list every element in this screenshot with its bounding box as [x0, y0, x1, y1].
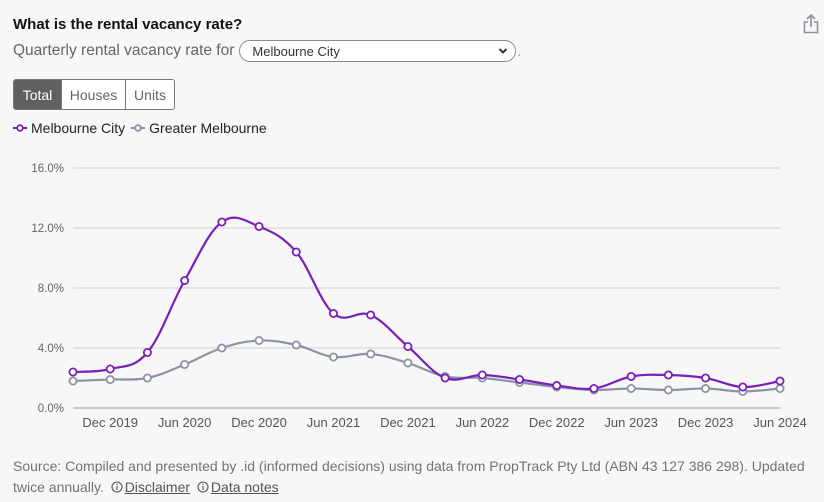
area-select[interactable]: Melbourne City	[239, 40, 517, 62]
data-point-melbourne-city	[328, 308, 338, 318]
toggle-houses[interactable]: Houses	[61, 80, 125, 109]
info-icon	[197, 481, 209, 493]
x-tick-label: Dec 2020	[231, 415, 287, 430]
data-point-greater-melbourne	[626, 383, 636, 393]
data-point-melbourne-city	[626, 371, 636, 381]
x-tick-label: Dec 2022	[529, 415, 585, 430]
data-point-melbourne-city	[291, 247, 301, 257]
legend-marker-icon	[13, 124, 27, 132]
data-point-melbourne-city	[105, 364, 115, 374]
data-point-greater-melbourne	[291, 340, 301, 350]
share-icon[interactable]	[803, 14, 819, 34]
series-line-melbourne-city	[72, 216, 781, 391]
dwelling-type-toggle: Total Houses Units	[13, 79, 175, 110]
y-tick-label: 0.0%	[38, 403, 64, 415]
x-tick-label: Jun 2020	[158, 415, 212, 430]
data-point-melbourne-city	[589, 383, 599, 393]
y-tick-label: 4.0%	[38, 343, 64, 355]
data-point-melbourne-city	[180, 276, 190, 286]
x-tick-label: Dec 2019	[82, 415, 138, 430]
data-point-melbourne-city	[68, 367, 78, 377]
legend-label: Greater Melbourne	[149, 120, 267, 136]
data-point-greater-melbourne	[142, 373, 152, 383]
data-point-melbourne-city	[515, 374, 525, 384]
chart-legend: Melbourne City Greater Melbourne	[13, 120, 273, 136]
area-select-value: Melbourne City	[252, 43, 340, 59]
data-point-melbourne-city	[440, 373, 450, 383]
toggle-total[interactable]: Total	[14, 80, 61, 109]
vacancy-rate-chart: 0.0% 4.0% 8.0% 12.0% 16.0% Dec 2019 Jun 2020 De…	[31, 163, 807, 430]
data-notes-link[interactable]: Data notes	[210, 479, 279, 495]
x-tick-label: Jun 2022	[456, 415, 510, 430]
source-footer: Source: Compiled and presented by .id (i…	[13, 456, 813, 498]
x-tick-label: Jun 2023	[604, 415, 658, 430]
x-tick-label: Jun 2024	[753, 415, 807, 430]
x-tick-label: Jun 2021	[307, 415, 361, 430]
subtitle-suffix: .	[517, 43, 522, 59]
data-point-melbourne-city	[663, 370, 673, 380]
data-point-melbourne-city	[254, 222, 264, 232]
y-tick-label: 16.0%	[31, 163, 64, 175]
data-point-greater-melbourne	[775, 383, 785, 393]
data-point-melbourne-city	[366, 310, 376, 320]
subtitle-prefix: Quarterly rental vacancy rate for	[13, 42, 235, 59]
page-title: What is the rental vacancy rate?	[13, 16, 243, 33]
data-point-greater-melbourne	[366, 349, 376, 359]
legend-marker-icon	[131, 124, 146, 132]
data-point-greater-melbourne	[180, 359, 190, 369]
data-point-melbourne-city	[775, 376, 785, 386]
data-point-greater-melbourne	[328, 352, 338, 362]
data-point-melbourne-city	[403, 341, 413, 351]
data-point-greater-melbourne	[68, 376, 78, 386]
data-point-greater-melbourne	[701, 383, 711, 393]
chevron-down-icon	[499, 48, 508, 54]
legend-label: Melbourne City	[31, 120, 126, 136]
toggle-units[interactable]: Units	[125, 80, 174, 109]
y-tick-label: 12.0%	[31, 223, 64, 235]
data-point-greater-melbourne	[663, 385, 673, 395]
data-point-greater-melbourne	[254, 335, 264, 345]
legend-item-melbourne-city[interactable]: Melbourne City	[13, 120, 125, 136]
legend-item-greater-melbourne[interactable]: Greater Melbourne	[131, 120, 267, 136]
data-point-melbourne-city	[738, 382, 748, 392]
disclaimer-link[interactable]: Disclaimer	[124, 479, 191, 495]
data-point-greater-melbourne	[217, 343, 227, 353]
data-point-melbourne-city	[701, 373, 711, 383]
data-point-greater-melbourne	[403, 358, 413, 368]
x-tick-label: Dec 2023	[678, 415, 734, 430]
data-point-melbourne-city	[217, 217, 227, 227]
info-icon	[111, 481, 123, 493]
y-tick-label: 8.0%	[38, 283, 64, 295]
data-point-greater-melbourne	[105, 374, 115, 384]
data-point-melbourne-city	[142, 347, 152, 357]
data-point-melbourne-city	[477, 370, 487, 380]
source-text: Source: Compiled and presented by .id (i…	[13, 458, 805, 495]
x-tick-label: Dec 2021	[380, 415, 436, 430]
data-point-melbourne-city	[552, 380, 562, 390]
subtitle: Quarterly rental vacancy rate for Melbou…	[13, 40, 521, 62]
